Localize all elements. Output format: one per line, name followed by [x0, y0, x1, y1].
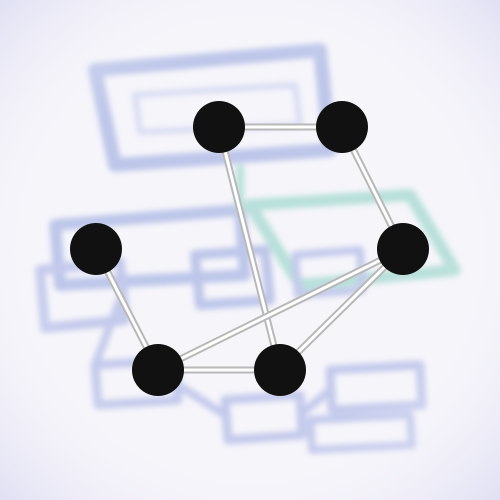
graph-node-n1[interactable]: [193, 101, 245, 153]
edge-n3-n6: [276, 245, 407, 374]
graph-node-n5[interactable]: [132, 344, 184, 396]
graph-node-n6[interactable]: [254, 344, 306, 396]
graph-node-n3[interactable]: [377, 223, 429, 275]
edge-n1-n6: [215, 123, 284, 374]
edge-n3-n5: [154, 245, 407, 374]
node-layer: [70, 101, 429, 396]
edge-core: [278, 247, 405, 372]
graph-node-n2[interactable]: [316, 101, 368, 153]
edge-core: [217, 125, 282, 372]
edge-core: [156, 247, 405, 372]
graph-node-n4[interactable]: [70, 223, 122, 275]
